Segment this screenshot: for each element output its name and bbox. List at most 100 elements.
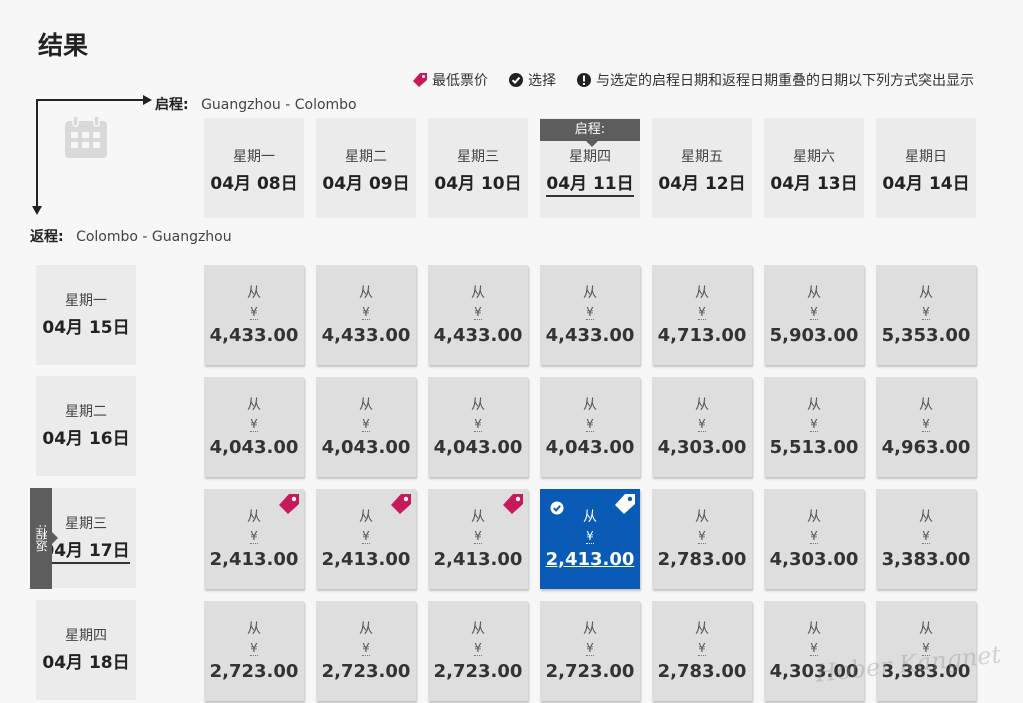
fare-from-label: 从 [471,397,485,413]
fare-cell[interactable]: 从 ¥4,433.00 [540,265,640,365]
outbound-weekday: 星期五 [681,149,723,165]
check-circle-icon [550,500,564,519]
outbound-date: 04月 14日 [882,174,970,194]
fare-cell[interactable]: 从 ¥5,353.00 [876,265,976,365]
fare-cell[interactable]: 从 ¥4,433.00 [204,265,304,365]
fare-price: 4,043.00 [209,437,299,458]
fare-price: 5,903.00 [769,325,859,346]
currency-symbol: ¥ [586,641,594,656]
fare-cell[interactable]: 从 ¥4,043.00 [428,377,528,477]
fare-cell[interactable]: 从 ¥4,303.00 [652,377,752,477]
fare-price: 3,383.00 [881,661,971,682]
fare-cell[interactable]: 从 ¥4,303.00 [764,489,864,589]
currency-symbol: ¥ [698,529,706,544]
fare-price: 4,433.00 [545,325,635,346]
currency-symbol: ¥ [362,641,370,656]
fare-cell[interactable]: 从 ¥2,723.00 [540,601,640,701]
return-date: 04月 17日 [42,536,130,564]
fare-cell[interactable]: 从 ¥4,963.00 [876,377,976,477]
fare-price: 2,783.00 [657,549,747,570]
fare-from-label: 从 [807,509,821,525]
page-title: 结果 [38,31,89,60]
fare-cell[interactable]: 从 ¥4,043.00 [540,377,640,477]
return-weekday: 星期四 [65,628,107,644]
currency-symbol: ¥ [586,305,594,320]
fare-from-label: 从 [583,621,597,637]
fare-price: 4,043.00 [545,437,635,458]
fare-from-label: 从 [807,285,821,301]
outbound-date: 04月 13日 [770,174,858,194]
outbound-date: 04月 09日 [322,174,410,194]
fare-price: 4,043.00 [433,437,523,458]
fare-cell[interactable]: 从 ¥4,043.00 [316,377,416,477]
currency-symbol: ¥ [922,529,930,544]
outbound-date-0[interactable]: 星期一 04月 08日 [204,118,304,218]
fare-price: 4,303.00 [657,437,747,458]
fare-from-label: 从 [247,285,261,301]
fare-cell[interactable]: 从 ¥5,513.00 [764,377,864,477]
return-date-3[interactable]: 星期四 04月 18日 [36,600,136,700]
fare-cell[interactable]: 从 ¥5,903.00 [764,265,864,365]
fare-cell[interactable]: 从 ¥3,383.00 [876,489,976,589]
fare-cell[interactable]: 从 ¥2,413.00 [540,489,640,589]
fare-from-label: 从 [471,285,485,301]
exclamation-circle-icon [577,73,591,87]
outbound-date-5[interactable]: 星期六 04月 13日 [764,118,864,218]
currency-symbol: ¥ [250,529,258,544]
outbound-weekday: 星期一 [233,149,275,165]
outbound-date-2[interactable]: 星期三 04月 10日 [428,118,528,218]
fare-from-label: 从 [359,509,373,525]
fare-price: 4,433.00 [209,325,299,346]
price-tag-icon [390,493,412,519]
return-weekday: 星期二 [65,404,107,420]
outbound-date: 04月 12日 [658,174,746,194]
fare-price: 2,413.00 [433,549,523,570]
legend-overlap-label: 与选定的启程日期和返程日期重叠的日期以下列方式突出显示 [596,73,974,89]
price-tag-icon [502,493,524,519]
fare-cell[interactable]: 从 ¥2,413.00 [316,489,416,589]
fare-price: 4,043.00 [321,437,411,458]
return-date-1[interactable]: 星期二 04月 16日 [36,376,136,476]
outbound-date-1[interactable]: 星期二 04月 09日 [316,118,416,218]
fare-cell[interactable]: 从 ¥2,723.00 [316,601,416,701]
legend: 最低票价 选择 与选定的启程日期和返程日期重叠的日期以下列方式突出显示 [412,70,994,90]
fare-from-label: 从 [695,397,709,413]
currency-symbol: ¥ [922,305,930,320]
fare-from-label: 从 [359,621,373,637]
outbound-selected-badge: 启程: [540,119,640,147]
fare-cell[interactable]: 从 ¥2,783.00 [652,489,752,589]
outbound-weekday: 星期二 [345,149,387,165]
currency-symbol: ¥ [250,641,258,656]
fare-cell[interactable]: 从 ¥2,413.00 [428,489,528,589]
axis-arrows-icon [32,95,152,215]
currency-symbol: ¥ [810,305,818,320]
fare-price: 4,713.00 [657,325,747,346]
fare-cell[interactable]: 从 ¥4,303.00 [764,601,864,701]
fare-price: 2,413.00 [209,549,299,570]
fare-cell[interactable]: 从 ¥2,783.00 [652,601,752,701]
fare-cell[interactable]: 从 ¥3,383.00 [876,601,976,701]
return-badge-label: 返程: [34,524,49,553]
fare-cell[interactable]: 从 ¥4,433.00 [428,265,528,365]
fare-cell[interactable]: 从 ¥4,043.00 [204,377,304,477]
return-date-0[interactable]: 星期一 04月 15日 [36,265,136,365]
fare-from-label: 从 [247,621,261,637]
fare-from-label: 从 [247,509,261,525]
currency-symbol: ¥ [698,305,706,320]
outbound-date-4[interactable]: 星期五 04月 12日 [652,118,752,218]
currency-symbol: ¥ [474,529,482,544]
fare-cell[interactable]: 从 ¥2,413.00 [204,489,304,589]
fare-from-label: 从 [583,285,597,301]
legend-lowest: 最低票价 [412,70,488,90]
fare-cell[interactable]: 从 ¥4,713.00 [652,265,752,365]
fare-cell[interactable]: 从 ¥4,433.00 [316,265,416,365]
outbound-route: 启程: Guangzhou - Colombo [155,94,357,114]
outbound-date: 04月 08日 [210,174,298,194]
fare-cell[interactable]: 从 ¥2,723.00 [204,601,304,701]
fare-from-label: 从 [471,621,485,637]
outbound-date-6[interactable]: 星期日 04月 14日 [876,118,976,218]
price-tag-icon [278,493,300,519]
fare-cell[interactable]: 从 ¥2,723.00 [428,601,528,701]
currency-symbol: ¥ [362,529,370,544]
currency-symbol: ¥ [250,305,258,320]
